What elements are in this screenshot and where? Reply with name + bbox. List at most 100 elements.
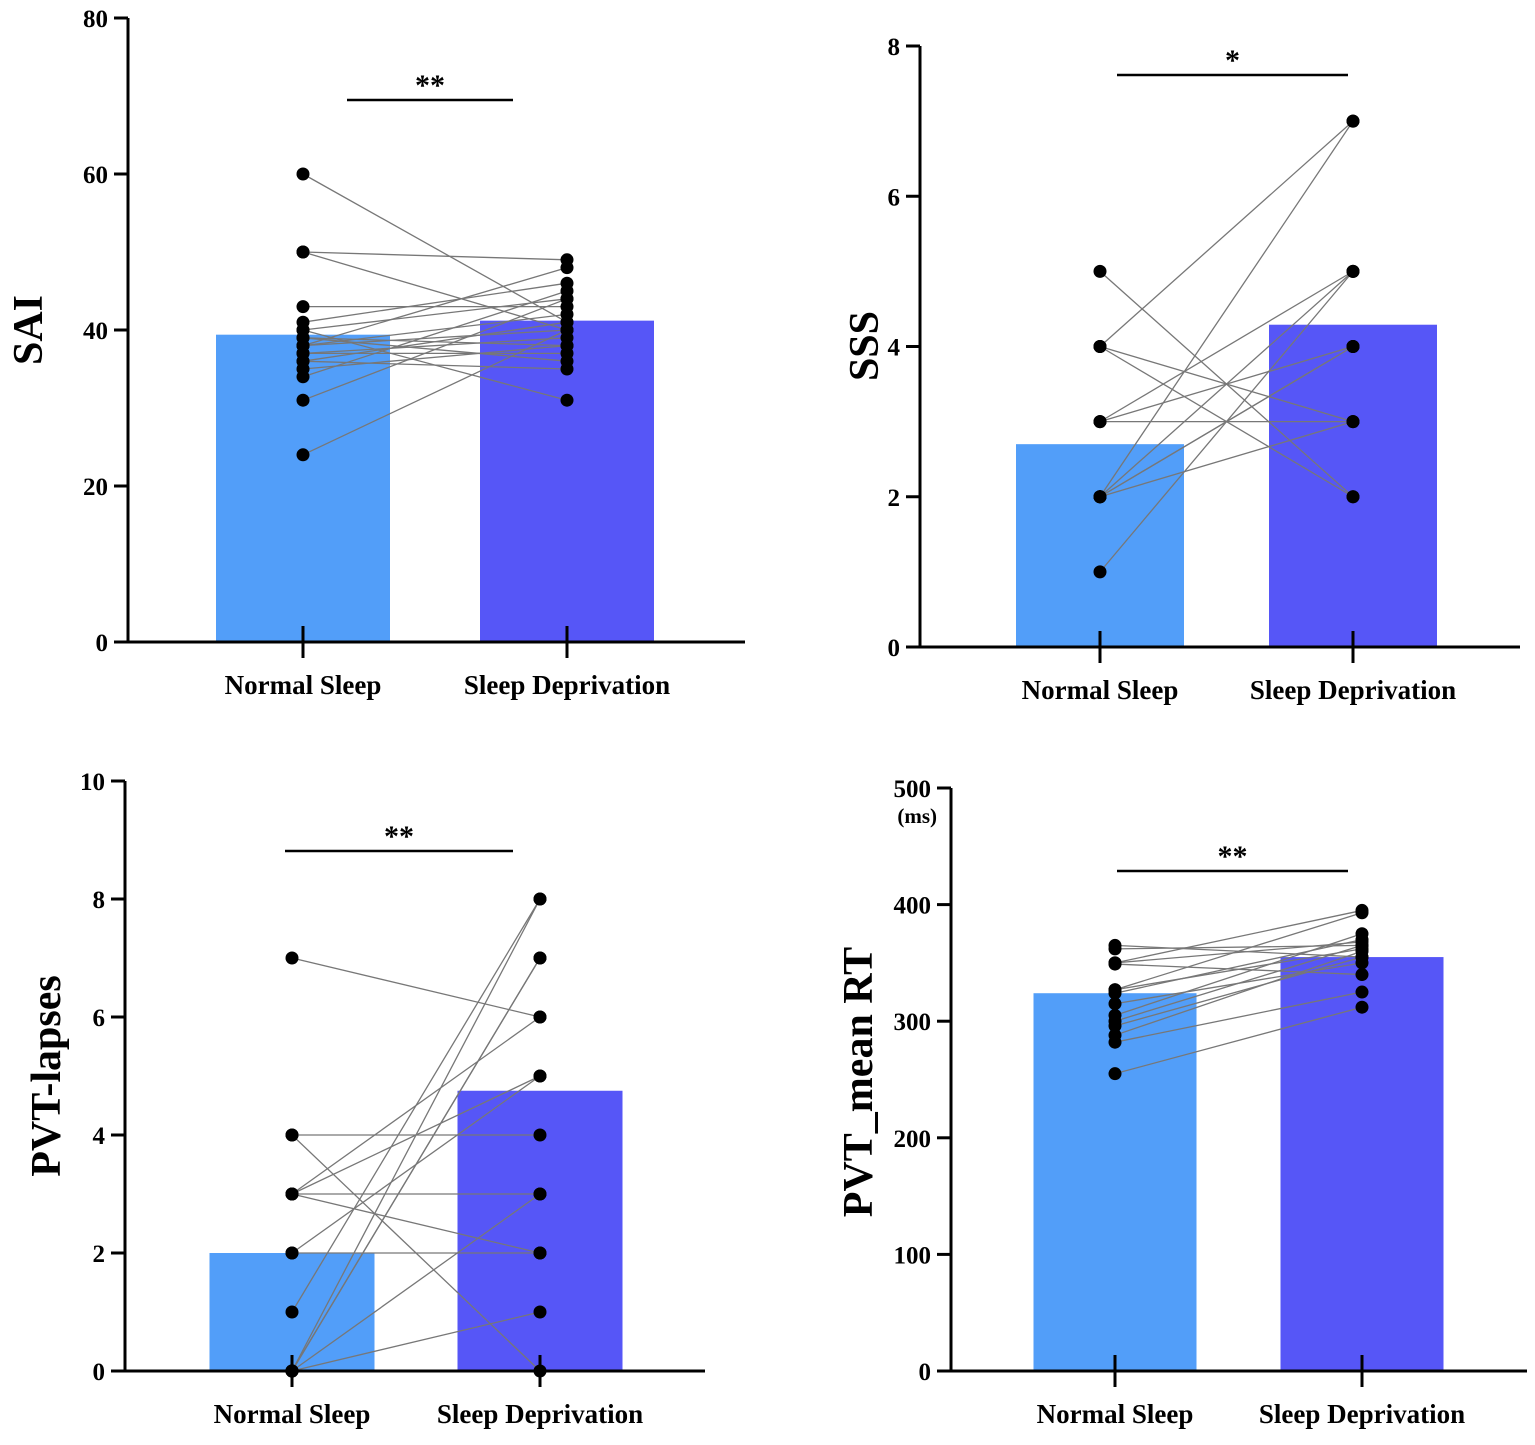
- panel-1: 0 20 40 60 80 Normal Sleep Sleep Deprivation SA…: [6, 6, 745, 700]
- paired-line: [302, 298, 568, 331]
- data-point-sleep-deprivation: [533, 1246, 547, 1260]
- data-point-normal-sleep: [1108, 983, 1122, 997]
- bar-normal-sleep: [216, 334, 390, 642]
- paired-line: [1114, 956, 1363, 1027]
- paired-line: [291, 957, 541, 1018]
- y-tick-label: 100: [894, 1242, 932, 1269]
- paired-line: [302, 344, 568, 370]
- paired-line: [1099, 270, 1354, 423]
- data-point-normal-sleep: [296, 245, 310, 259]
- x-category-label: Sleep Deprivation: [437, 1399, 643, 1429]
- y-tick-label: 4: [93, 1123, 106, 1150]
- paired-line: [302, 282, 568, 323]
- data-point-normal-sleep: [1093, 415, 1107, 429]
- x-category-label: Normal Sleep: [214, 1399, 371, 1429]
- data-point-sleep-deprivation: [533, 1010, 547, 1024]
- data-point-normal-sleep: [1108, 1019, 1122, 1033]
- y-unit-label: (ms): [897, 804, 937, 828]
- paired-line: [291, 898, 541, 1372]
- paired-line: [302, 329, 568, 347]
- data-point-sleep-deprivation: [1346, 415, 1360, 429]
- data-point-sleep-deprivation: [560, 292, 574, 306]
- data-point-sleep-deprivation: [533, 951, 547, 965]
- data-point-sleep-deprivation: [533, 892, 547, 906]
- paired-line: [302, 313, 568, 347]
- paired-line: [1099, 421, 1354, 498]
- data-point-sleep-deprivation: [560, 393, 574, 407]
- y-tick-label: 0: [919, 1359, 932, 1386]
- y-tick-label: 500: [894, 776, 932, 803]
- data-point-normal-sleep: [296, 339, 310, 353]
- y-axis-title: PVT_mean RT: [836, 947, 882, 1217]
- data-point-normal-sleep: [296, 370, 310, 384]
- panel-4: 0 100 200 300 400 500(ms) Normal Sleep Sleep De…: [836, 776, 1527, 1429]
- paired-line: [302, 337, 568, 355]
- data-point-sleep-deprivation: [533, 1069, 547, 1083]
- y-tick-label: 6: [93, 1005, 106, 1032]
- paired-line: [1099, 120, 1354, 347]
- paired-line: [302, 173, 568, 323]
- data-point-normal-sleep: [296, 167, 310, 181]
- x-category-label: Sleep Deprivation: [1250, 675, 1456, 705]
- panel-2: 0 2 4 6 8 Normal Sleep Sleep Deprivation SSS *: [842, 34, 1520, 705]
- paired-line: [1114, 991, 1363, 1043]
- y-tick-label: 0: [96, 630, 109, 657]
- y-axis-title: SAI: [6, 295, 52, 365]
- paired-line: [1114, 950, 1363, 1036]
- data-point-normal-sleep: [296, 448, 310, 462]
- y-tick-label: 300: [894, 1009, 932, 1036]
- data-point-normal-sleep: [1108, 942, 1122, 956]
- y-axis-title: SSS: [842, 311, 888, 381]
- data-point-sleep-deprivation: [1346, 264, 1360, 278]
- paired-line: [1114, 948, 1363, 991]
- data-point-sleep-deprivation: [533, 1305, 547, 1319]
- y-tick-label: 4: [888, 335, 901, 362]
- data-point-sleep-deprivation: [1355, 985, 1369, 999]
- paired-line: [291, 1311, 541, 1372]
- data-point-sleep-deprivation: [1355, 968, 1369, 982]
- y-tick-label: 400: [894, 893, 932, 920]
- paired-line: [1114, 933, 1363, 1016]
- data-point-sleep-deprivation: [560, 261, 574, 275]
- y-tick-label: 0: [888, 635, 901, 662]
- data-point-normal-sleep: [296, 323, 310, 337]
- data-point-normal-sleep: [296, 393, 310, 407]
- data-point-normal-sleep: [285, 1305, 299, 1319]
- paired-line: [302, 329, 568, 456]
- data-point-normal-sleep: [296, 300, 310, 314]
- paired-line: [1114, 944, 1363, 1022]
- paired-line: [302, 298, 568, 401]
- y-tick-label: 10: [80, 769, 105, 796]
- paired-line: [1099, 270, 1354, 573]
- significance-marker: *: [1225, 44, 1240, 77]
- y-tick-label: 0: [93, 1359, 106, 1386]
- paired-line: [291, 898, 541, 1313]
- paired-line: [1099, 270, 1354, 498]
- data-point-normal-sleep: [1093, 264, 1107, 278]
- data-point-sleep-deprivation: [1355, 942, 1369, 956]
- significance-marker: **: [1218, 840, 1248, 873]
- paired-line: [302, 290, 568, 378]
- x-category-label: Sleep Deprivation: [1259, 1399, 1465, 1429]
- data-point-sleep-deprivation: [1346, 340, 1360, 353]
- paired-line: [1114, 938, 1363, 994]
- y-tick-label: 40: [83, 318, 108, 345]
- data-point-normal-sleep: [1108, 956, 1122, 970]
- panel-3: 0 2 4 6 8 10 Normal Sleep Sleep Deprivation PVT-…: [24, 769, 705, 1429]
- paired-line: [1114, 912, 1363, 991]
- bar-sleep-deprivation: [1280, 957, 1444, 1371]
- y-tick-label: 2: [93, 1241, 106, 1268]
- data-point-sleep-deprivation: [533, 1187, 547, 1201]
- paired-line: [302, 251, 568, 331]
- y-tick-label: 20: [83, 474, 108, 501]
- paired-line: [1099, 120, 1354, 498]
- paired-line: [302, 321, 568, 362]
- bar-normal-sleep: [1033, 993, 1197, 1371]
- y-tick-label: 80: [83, 6, 108, 33]
- bar-normal-sleep: [1016, 444, 1184, 647]
- data-point-normal-sleep: [285, 1187, 299, 1201]
- data-point-sleep-deprivation: [1355, 906, 1369, 920]
- data-point-normal-sleep: [1108, 1067, 1122, 1081]
